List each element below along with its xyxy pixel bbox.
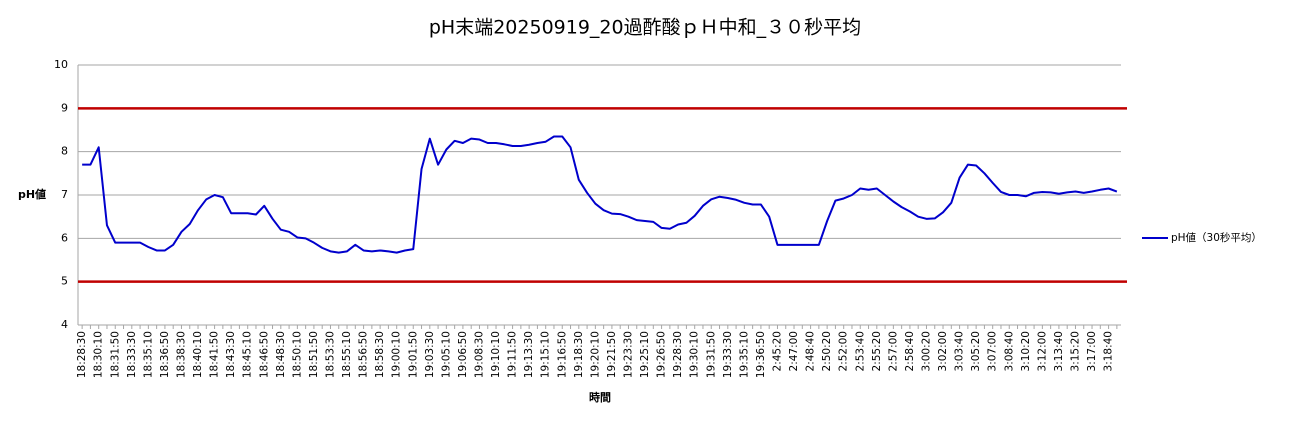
x-tick-label: 19:35:10 — [738, 331, 750, 378]
x-tick-label: 18:28:30 — [76, 331, 88, 378]
x-axis-label: 時間 — [589, 390, 611, 404]
x-tick-label: 18:43:30 — [225, 331, 237, 378]
x-tick-label: 19:11:50 — [507, 331, 519, 378]
y-tick-label: 10 — [54, 58, 68, 71]
x-tick-label: 3:18:40 — [1103, 331, 1115, 371]
x-tick-label: 19:13:30 — [523, 331, 535, 378]
x-tick-label: 18:35:10 — [142, 331, 154, 378]
x-tick-label: 18:58:30 — [374, 331, 386, 378]
y-tick-label: 9 — [61, 101, 68, 114]
x-tick-label: 19:10:10 — [490, 331, 502, 378]
x-tick-label: 19:16:50 — [556, 331, 568, 378]
x-tick-label: 19:05:10 — [440, 331, 452, 378]
x-tick-label: 19:33:30 — [722, 331, 734, 378]
x-tick-label: 3:13:40 — [1053, 331, 1065, 371]
x-tick-label: 18:53:30 — [324, 331, 336, 378]
x-tick-label: 3:00:20 — [920, 331, 932, 371]
x-tick-label: 19:18:30 — [573, 331, 585, 378]
y-tick-label: 4 — [61, 318, 68, 331]
x-tick-label: 18:46:50 — [258, 331, 270, 378]
x-tick-label: 3:07:00 — [987, 331, 999, 371]
x-tick-label: 19:23:30 — [622, 331, 634, 378]
x-tick-label: 19:31:50 — [705, 331, 717, 378]
x-tick-label: 18:51:50 — [308, 331, 320, 378]
x-tick-label: 3:02:00 — [937, 331, 949, 371]
x-tick-label: 18:55:10 — [341, 331, 353, 378]
x-tick-label: 2:55:20 — [871, 331, 883, 371]
x-tick-label: 2:47:00 — [788, 331, 800, 371]
x-tick-label: 18:31:50 — [109, 331, 121, 378]
x-tick-label: 18:56:50 — [358, 331, 370, 378]
x-tick-label: 18:45:10 — [242, 331, 254, 378]
x-tick-label: 19:08:30 — [473, 331, 485, 378]
x-tick-label: 19:06:50 — [457, 331, 469, 378]
y-tick-label: 5 — [61, 275, 68, 288]
x-tick-label: 2:45:20 — [771, 331, 783, 371]
x-tick-label: 3:12:00 — [1036, 331, 1048, 371]
x-tick-label: 3:15:20 — [1069, 331, 1081, 371]
x-tick-label: 18:36:50 — [159, 331, 171, 378]
x-tick-label: 19:28:30 — [672, 331, 684, 378]
x-tick-label: 18:30:10 — [93, 331, 105, 378]
x-tick-label: 18:41:50 — [209, 331, 221, 378]
x-tick-label: 2:57:00 — [887, 331, 899, 371]
x-tick-label: 19:36:50 — [755, 331, 767, 378]
chart-title: pH末端20250919_20過酢酸ｐＨ中和_３０秒平均 — [429, 17, 861, 39]
x-tick-label: 19:25:10 — [639, 331, 651, 378]
x-tick-label: 19:30:10 — [689, 331, 701, 378]
y-tick-label: 6 — [61, 231, 68, 244]
x-tick-label: 2:53:40 — [854, 331, 866, 371]
x-tick-label: 3:10:20 — [1020, 331, 1032, 371]
x-tick-label: 2:52:00 — [838, 331, 850, 371]
x-tick-label: 18:48:30 — [275, 331, 287, 378]
x-tick-label: 3:05:20 — [970, 331, 982, 371]
x-tick-label: 3:17:00 — [1086, 331, 1098, 371]
x-tick-label: 18:33:30 — [126, 331, 138, 378]
y-axis-label: pH値 — [18, 187, 46, 201]
x-tick-label: 19:03:30 — [424, 331, 436, 378]
x-tick-label: 2:50:20 — [821, 331, 833, 371]
x-tick-label: 19:01:50 — [407, 331, 419, 378]
y-tick-label: 8 — [61, 145, 68, 158]
x-tick-label: 2:58:40 — [904, 331, 916, 371]
legend-label: pH値（30秒平均） — [1171, 231, 1262, 244]
x-tick-label: 18:50:10 — [291, 331, 303, 378]
x-tick-label: 19:21:50 — [606, 331, 618, 378]
x-tick-label: 19:20:10 — [589, 331, 601, 378]
x-tick-label: 2:48:40 — [805, 331, 817, 371]
data-line — [82, 135, 1118, 254]
x-tick-label: 3:03:40 — [954, 331, 966, 371]
x-tick-label: 18:38:30 — [175, 331, 187, 378]
x-tick-label: 19:26:50 — [656, 331, 668, 378]
x-tick-label: 19:00:10 — [391, 331, 403, 378]
x-tick-label: 3:08:40 — [1003, 331, 1015, 371]
x-tick-label: 18:40:10 — [192, 331, 204, 378]
y-tick-label: 7 — [61, 188, 68, 201]
x-tick-label: 19:15:10 — [540, 331, 552, 378]
